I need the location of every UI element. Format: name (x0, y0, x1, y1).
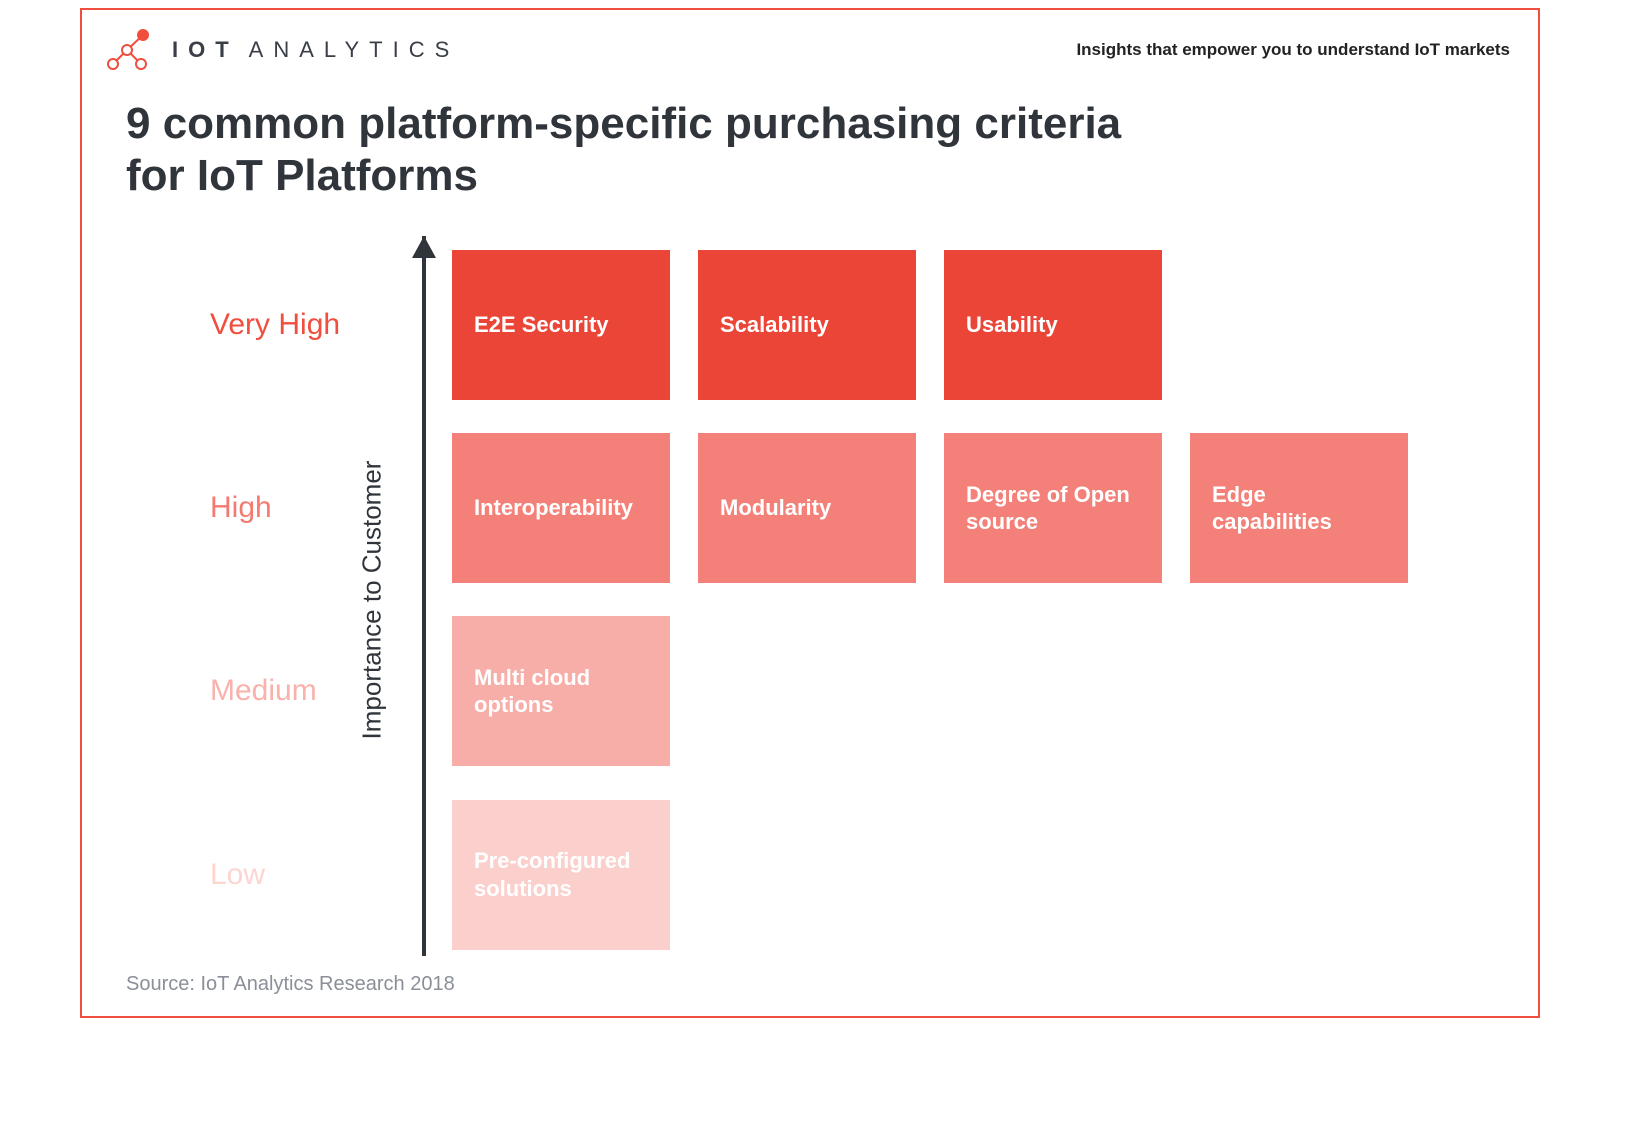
row-boxes: Multi cloud options (452, 616, 670, 766)
row-label: Medium (202, 674, 402, 708)
source-text: Source: IoT Analytics Research 2018 (126, 973, 455, 996)
criteria-box: Interoperability (452, 433, 670, 583)
logo-text: IOT ANALYTICS (172, 37, 459, 63)
criteria-box: Scalability (698, 250, 916, 400)
chart-row: Medium Multi cloud options (202, 616, 1488, 766)
criteria-box: Modularity (698, 433, 916, 583)
criteria-box: Degree of Open source (944, 433, 1162, 583)
title-line-2: for IoT Platforms (126, 151, 478, 200)
chart-area: Importance to Customer Very HighE2E Secu… (202, 250, 1488, 950)
row-boxes: E2E SecurityScalabilityUsability (452, 250, 1162, 400)
criteria-box: Edge capabilities (1190, 433, 1408, 583)
slide-frame: IOT ANALYTICS Insights that empower you t… (80, 8, 1540, 1018)
page-title: 9 common platform-specific purchasing cr… (82, 72, 1538, 202)
tagline: Insights that empower you to understand … (1076, 40, 1510, 60)
row-boxes: InteroperabilityModularityDegree of Open… (452, 433, 1408, 583)
logo-text-light: ANALYTICS (249, 37, 460, 62)
row-boxes: Pre-configured solutions (452, 800, 670, 950)
chart-row: High InteroperabilityModularityDegree of … (202, 433, 1488, 583)
row-label: Low (202, 858, 402, 892)
row-label: High (202, 491, 402, 525)
header-row: IOT ANALYTICS Insights that empower you t… (82, 10, 1538, 72)
row-label: Very High (202, 308, 402, 342)
brand-logo: IOT ANALYTICS (106, 28, 459, 72)
title-line-1: 9 common platform-specific purchasing cr… (126, 99, 1121, 148)
criteria-box: Pre-configured solutions (452, 800, 670, 950)
criteria-box: Multi cloud options (452, 616, 670, 766)
criteria-box: E2E Security (452, 250, 670, 400)
chart-row: Low Pre-configured solutions (202, 800, 1488, 950)
chart-rows: Very High E2E SecurityScalabilityUsabilit… (202, 250, 1488, 950)
logo-text-bold: IOT (172, 37, 239, 62)
criteria-box: Usability (944, 250, 1162, 400)
logo-icon (106, 28, 158, 72)
chart-row: Very High E2E SecurityScalabilityUsabilit… (202, 250, 1488, 400)
